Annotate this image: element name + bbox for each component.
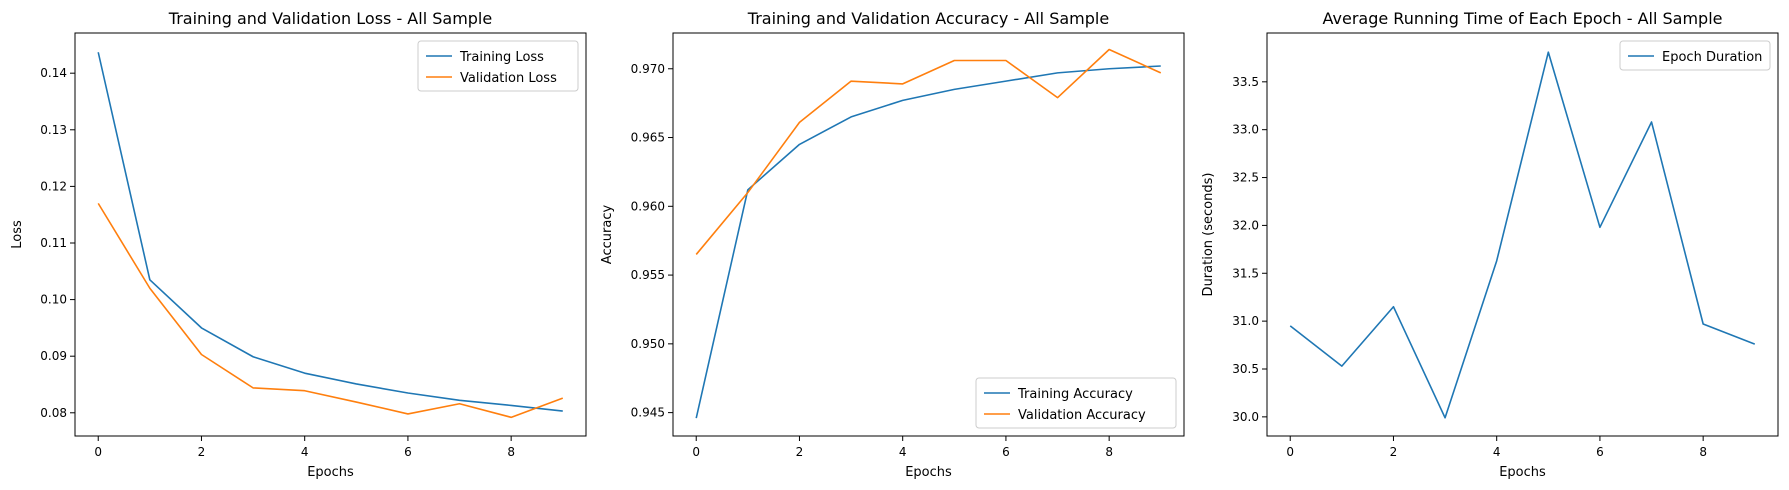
y-tick-label: 0.13 bbox=[40, 123, 67, 137]
y-tick-label: 0.945 bbox=[631, 406, 665, 420]
series-line-1 bbox=[695, 65, 1161, 419]
y-tick-label: 0.965 bbox=[631, 131, 665, 145]
legend: Training Accuracy Validation Accuracy bbox=[975, 377, 1177, 429]
y-axis-label: Loss bbox=[10, 220, 25, 249]
x-tick-label: 6 bbox=[1596, 445, 1604, 459]
plot-frame bbox=[672, 32, 1185, 437]
series-line-1 bbox=[97, 52, 563, 412]
x-tick-label: 6 bbox=[1002, 445, 1010, 459]
y-tick-label: 0.960 bbox=[631, 199, 665, 213]
x-tick-label: 0 bbox=[94, 445, 102, 459]
chart-1: Training and Validation Loss - All Sampl… bbox=[10, 9, 587, 480]
plot-frame bbox=[74, 32, 587, 437]
y-tick-label: 30.0 bbox=[1232, 410, 1259, 424]
y-tick-label: 31.0 bbox=[1232, 314, 1259, 328]
x-tick-label: 0 bbox=[1286, 445, 1294, 459]
y-tick-label: 32.0 bbox=[1232, 218, 1259, 232]
series-line-1 bbox=[1289, 51, 1756, 419]
x-tick-label: 2 bbox=[198, 445, 206, 459]
x-axis-label: Epochs bbox=[1499, 465, 1546, 480]
y-tick-label: 33.0 bbox=[1232, 123, 1259, 137]
chart-2: Training and Validation Accuracy - All S… bbox=[600, 9, 1185, 480]
y-tick-label: 0.970 bbox=[631, 62, 665, 76]
legend-box bbox=[975, 377, 1177, 429]
x-tick-label: 2 bbox=[796, 445, 804, 459]
legend: Epoch Duration bbox=[1619, 40, 1771, 71]
chart-3: Average Running Time of Each Epoch - All… bbox=[1201, 9, 1779, 480]
x-tick-label: 4 bbox=[899, 445, 907, 459]
x-tick-label: 8 bbox=[1105, 445, 1113, 459]
y-axis-label: Accuracy bbox=[600, 205, 615, 265]
x-axis-label: Epochs bbox=[307, 465, 354, 480]
y-tick-label: 0.11 bbox=[40, 236, 67, 250]
y-tick-label: 0.08 bbox=[40, 406, 67, 420]
legend-box bbox=[1619, 40, 1771, 71]
chart-title: Training and Validation Loss - All Sampl… bbox=[168, 9, 492, 28]
y-tick-label: 33.5 bbox=[1232, 75, 1259, 89]
chart-title: Average Running Time of Each Epoch - All… bbox=[1323, 9, 1723, 28]
y-tick-label: 0.955 bbox=[631, 268, 665, 282]
y-tick-label: 0.12 bbox=[40, 179, 67, 193]
legend-box bbox=[417, 40, 579, 92]
x-tick-label: 0 bbox=[692, 445, 700, 459]
x-tick-label: 2 bbox=[1390, 445, 1398, 459]
y-tick-label: 0.14 bbox=[40, 66, 67, 80]
y-tick-label: 0.09 bbox=[40, 349, 67, 363]
y-tick-label: 32.5 bbox=[1232, 171, 1259, 185]
series-line-2 bbox=[695, 48, 1162, 255]
legend-label-1: Training Accuracy bbox=[1017, 387, 1133, 402]
y-tick-label: 31.5 bbox=[1232, 266, 1259, 280]
y-tick-label: 0.950 bbox=[631, 337, 665, 351]
legend: Training Loss Validation Loss bbox=[417, 40, 579, 92]
legend-label-1: Training Loss bbox=[459, 50, 544, 65]
series-line-2 bbox=[97, 202, 564, 419]
y-tick-label: 30.5 bbox=[1232, 362, 1259, 376]
y-axis-label: Duration (seconds) bbox=[1201, 173, 1216, 297]
y-tick-label: 0.10 bbox=[40, 293, 67, 307]
legend-label-2: Validation Accuracy bbox=[1018, 408, 1146, 423]
x-tick-label: 4 bbox=[301, 445, 309, 459]
x-tick-label: 6 bbox=[404, 445, 412, 459]
plot-frame bbox=[1266, 32, 1779, 437]
x-tick-label: 8 bbox=[1699, 445, 1707, 459]
x-axis-label: Epochs bbox=[905, 465, 952, 480]
legend-label-1: Epoch Duration bbox=[1662, 50, 1762, 65]
x-tick-label: 4 bbox=[1493, 445, 1501, 459]
x-tick-label: 8 bbox=[507, 445, 515, 459]
legend-label-2: Validation Loss bbox=[460, 71, 557, 86]
chart-title: Training and Validation Accuracy - All S… bbox=[747, 9, 1109, 28]
